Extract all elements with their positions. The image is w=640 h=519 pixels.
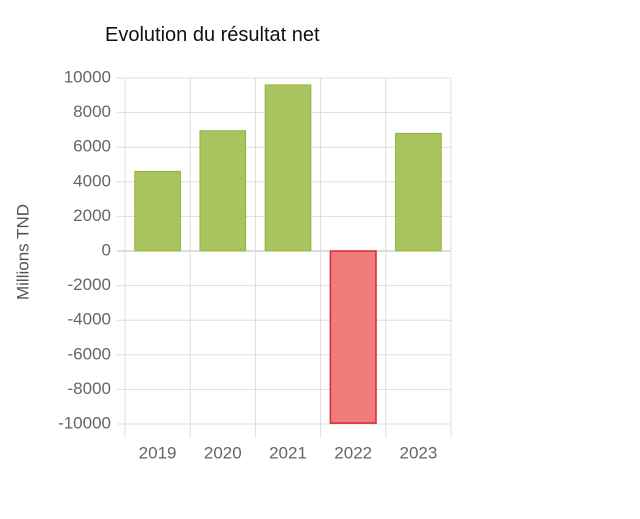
y-tick-label: -2000 [68, 275, 111, 294]
bar-2020 [199, 130, 247, 252]
y-tick-label: 8000 [73, 102, 111, 121]
y-tick-label: -4000 [68, 310, 111, 329]
bar-2021 [264, 84, 312, 252]
y-tick-label: -6000 [68, 344, 111, 363]
chart-title: Evolution du résultat net [105, 24, 320, 46]
y-axis-title: Millions TND [13, 204, 32, 300]
x-tick-label: 2022 [334, 443, 372, 462]
bar-2023 [395, 132, 442, 252]
x-tick-label: 2021 [269, 443, 307, 462]
y-axis-tick-labels: 10000 8000 6000 4000 2000 0 -2000 -4000 -6000 -80… [58, 67, 111, 432]
bar-2019 [134, 170, 181, 252]
x-tick-label: 2023 [399, 443, 437, 462]
bars [134, 84, 442, 424]
y-tick-label: 0 [102, 240, 111, 259]
y-tick-label: -10000 [58, 413, 111, 432]
y-tick-label: 2000 [73, 206, 111, 225]
bar-2022 [329, 250, 377, 424]
x-axis-tick-labels: 2019 2020 2021 2022 2023 [139, 443, 438, 462]
y-tick-label: 6000 [73, 137, 111, 156]
y-tick-label: 4000 [73, 171, 111, 190]
x-tick-label: 2020 [204, 443, 242, 462]
x-tick-label: 2019 [139, 443, 177, 462]
y-tick-label: 10000 [64, 67, 111, 86]
y-tick-label: -8000 [68, 379, 111, 398]
